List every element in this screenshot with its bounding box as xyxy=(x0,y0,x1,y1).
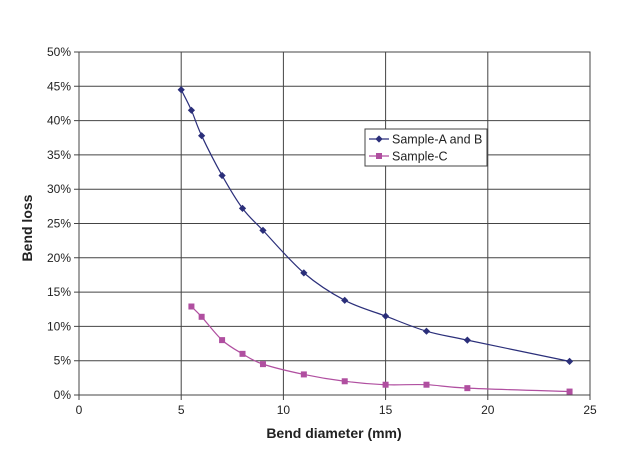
plot-area-border xyxy=(78,51,591,396)
data-point xyxy=(259,226,267,234)
x-tick-label: 25 xyxy=(583,403,597,417)
data-point xyxy=(341,378,348,385)
grid xyxy=(74,51,591,400)
y-tick-label: 5% xyxy=(54,354,72,368)
data-point xyxy=(422,327,431,335)
y-axis-title: Bend loss xyxy=(19,194,35,261)
y-tick-label: 45% xyxy=(47,79,71,93)
y-tick-label: 40% xyxy=(47,114,71,128)
y-tick-label: 30% xyxy=(47,182,71,196)
series-0 xyxy=(177,86,574,365)
data-point xyxy=(464,385,471,392)
data-point xyxy=(382,312,390,320)
data-point xyxy=(566,388,573,395)
data-point xyxy=(198,132,206,140)
data-point xyxy=(300,269,308,277)
data-point xyxy=(565,357,574,365)
series xyxy=(177,86,574,395)
legend-swatch-marker xyxy=(375,135,383,143)
data-point xyxy=(259,361,266,368)
data-point xyxy=(238,204,247,213)
legend-box xyxy=(364,128,488,167)
x-axis-title: Bend diameter (mm) xyxy=(266,425,401,441)
legend-entries: Sample-A and B Sample-C xyxy=(369,133,482,164)
y-tick-label: 0% xyxy=(54,388,72,402)
data-point xyxy=(198,313,205,320)
data-point xyxy=(219,337,226,344)
y-axis-ticks: 0% 5% 10% 15% 20% 25% 30% 35% 40% 45% 50% xyxy=(47,45,71,402)
x-axis-ticks: 0 5 10 15 20 25 xyxy=(76,403,597,417)
y-tick-label: 15% xyxy=(47,285,71,299)
data-point xyxy=(341,296,349,304)
data-point xyxy=(463,336,471,344)
data-point xyxy=(177,86,185,94)
data-point xyxy=(239,350,246,357)
data-point xyxy=(423,381,430,388)
legend-swatch-marker xyxy=(376,153,382,159)
x-tick-label: 20 xyxy=(481,403,495,417)
data-point xyxy=(188,303,195,310)
y-tick-label: 50% xyxy=(47,45,71,59)
series-1 xyxy=(188,303,573,395)
data-point xyxy=(218,171,226,180)
data-point xyxy=(300,371,307,378)
legend-label: Sample-C xyxy=(392,150,448,164)
y-tick-label: 25% xyxy=(47,217,71,231)
x-tick-label: 5 xyxy=(178,403,185,417)
y-tick-label: 35% xyxy=(47,148,71,162)
data-point xyxy=(187,106,196,114)
legend-entry: Sample-C xyxy=(369,150,448,164)
y-tick-label: 10% xyxy=(47,319,71,333)
x-tick-label: 15 xyxy=(379,403,393,417)
legend: Sample-A and B Sample-C xyxy=(364,128,488,167)
x-tick-label: 10 xyxy=(277,403,291,417)
data-point xyxy=(382,381,389,388)
y-tick-label: 20% xyxy=(47,251,71,265)
x-tick-label: 0 xyxy=(76,403,83,417)
legend-entry: Sample-A and B xyxy=(369,133,482,147)
legend-label: Sample-A and B xyxy=(392,133,482,147)
